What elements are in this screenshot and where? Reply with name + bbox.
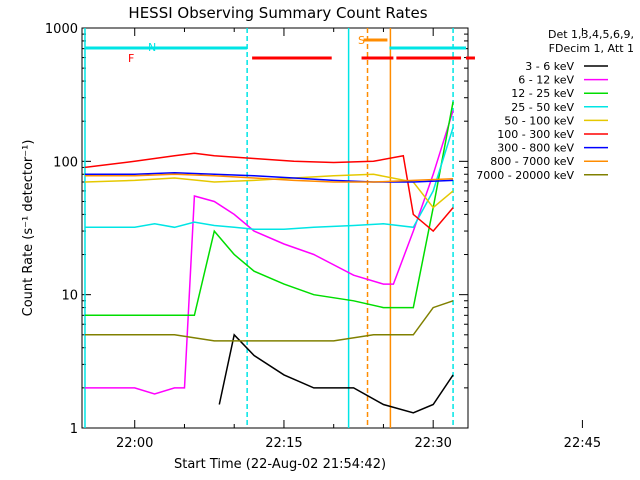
- chart-title: HESSI Observing Summary Count Rates: [128, 4, 427, 22]
- y-axis-label: Count Rate (s⁻¹ detector⁻¹): [21, 140, 36, 317]
- x-axis-label: Start Time (22-Aug-02 21:54:42): [174, 457, 386, 472]
- legend-entry-label: 6 - 12 keV: [518, 74, 574, 87]
- series-line: [84, 152, 454, 233]
- x-tick-label: 22:45: [564, 436, 601, 451]
- x-tick-label: 22:00: [116, 436, 153, 451]
- plot-area: 22:0022:1522:3022:4523:0023:1523:3011010…: [45, 22, 608, 451]
- series-line: [85, 172, 454, 183]
- legend-title-line-1: Det 1,3,4,5,6,9,: [548, 28, 634, 41]
- saa-flag-label: S: [358, 34, 365, 47]
- y-tick-label: 100: [53, 155, 78, 170]
- legend-entry-label: 300 - 800 keV: [497, 142, 574, 155]
- series-line: [85, 101, 454, 317]
- legend-entry-label: 100 - 300 keV: [497, 128, 574, 141]
- series-line: [85, 300, 454, 342]
- series-line: [85, 110, 454, 395]
- legend-entry-label: 50 - 100 keV: [504, 114, 574, 127]
- legend-title-line-2: FDecim 1, Att 1: [549, 42, 634, 55]
- x-tick-label: 22:15: [265, 436, 302, 451]
- y-tick-label: 10: [61, 289, 78, 304]
- legend-entry-label: 12 - 25 keV: [511, 87, 574, 100]
- night-flag-label: N: [148, 41, 156, 54]
- legend-entry-label: 3 - 6 keV: [525, 60, 574, 73]
- plot-frame: [81, 27, 469, 429]
- series-line: [85, 173, 454, 183]
- legend-entry-label: 25 - 50 keV: [511, 101, 574, 114]
- flare-flag-label: F: [128, 52, 134, 65]
- y-tick-label: 1000: [45, 22, 78, 37]
- series-line: [85, 127, 454, 230]
- legend-entry-label: 800 - 7000 keV: [490, 155, 574, 168]
- legend-entry-label: 7000 - 20000 keV: [476, 169, 574, 182]
- y-tick-label: 1: [70, 422, 78, 437]
- series-line: [218, 333, 454, 414]
- x-tick-label: 22:30: [414, 436, 451, 451]
